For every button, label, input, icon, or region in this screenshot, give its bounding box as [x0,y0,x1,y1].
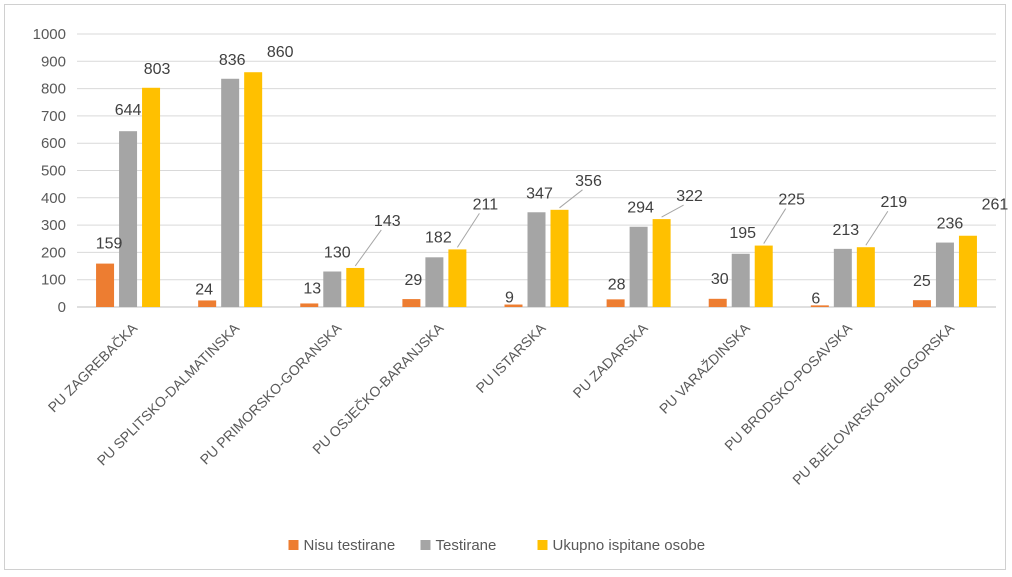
bar [550,209,569,307]
data-label: 182 [425,229,452,246]
data-label: 644 [115,102,142,119]
bar [856,247,875,307]
legend-label: Ukupno ispitane osobe [553,537,706,554]
bar [935,242,954,307]
bar [652,219,671,307]
leader-line [559,189,583,209]
data-label: 211 [473,196,499,213]
bars [96,72,977,307]
bar [504,304,523,307]
data-label: 24 [195,281,213,298]
legend-swatch [288,540,299,550]
y-tick-label: 400 [41,190,66,207]
legend-label: Testirane [436,537,497,554]
y-tick-label: 100 [41,272,66,289]
bar [425,257,444,307]
category-label: PU ISTARSKA [473,319,550,396]
bar [708,298,727,307]
data-label: 30 [711,271,729,288]
y-tick-label: 700 [41,108,66,125]
bar [527,212,546,307]
data-label: 6 [811,290,820,307]
data-label: 261 [982,197,1009,214]
bar [448,249,467,307]
data-label: 803 [144,61,171,78]
data-label: 356 [575,173,602,190]
category-label: PU VARAŽDINSKA [656,319,753,416]
y-axis: 0 100 200 300 400 500 600 700 800 900 1000 [33,26,66,316]
y-tick-label: 800 [41,81,66,98]
leader-line [456,213,480,248]
bar [96,263,115,307]
bar [754,245,773,307]
data-label: 236 [937,216,964,233]
y-tick-label: 900 [41,53,66,70]
bar [221,78,240,307]
bar [731,253,750,307]
legend-label: Nisu testirane [304,537,396,554]
y-tick-label: 0 [58,299,66,316]
bar [606,299,625,307]
bar [629,226,648,307]
data-label: 347 [526,185,553,202]
data-label: 143 [374,213,401,230]
y-tick-label: 500 [41,163,66,180]
bar [912,300,931,307]
leader-line [661,204,684,218]
legend-swatch [420,540,431,550]
leader-line [354,229,382,267]
data-label: 13 [303,280,321,297]
y-tick-label: 200 [41,244,66,261]
legend-swatch [537,540,548,550]
bar [833,248,852,307]
bar [346,267,365,307]
data-label: 159 [96,236,123,253]
data-label: 836 [219,52,246,69]
data-label: 322 [676,188,703,205]
bar [142,87,161,307]
data-label: 28 [608,276,626,293]
data-label: 29 [404,272,422,289]
bar [119,131,138,307]
bar [810,305,829,307]
data-label: 219 [880,194,907,211]
leader-line [865,210,889,246]
bar [244,72,263,307]
data-label: 294 [627,200,654,217]
leader-line [763,208,787,244]
y-tick-label: 1000 [33,26,66,43]
legend: Nisu testirane Testirane Ukupno ispitane o… [288,537,706,554]
bar [402,299,421,307]
data-label: 860 [267,44,294,61]
category-label: PU BJELOVARSKO-BILOGORSKA [789,319,957,487]
data-label: 130 [324,245,351,262]
data-label: 195 [729,225,756,242]
data-label: 9 [505,290,514,307]
y-tick-label: 300 [41,217,66,234]
leader-lines [354,189,889,267]
data-labels: 159 644 803 24 836 860 13 130 143 29 182 211 9 347 356… [96,44,1009,307]
data-label: 213 [832,222,859,239]
data-label: 225 [778,192,805,209]
data-label: 25 [913,273,931,290]
bar [323,271,342,307]
bar [198,300,217,307]
category-label: PU ZAGREBAČKA [45,319,141,415]
bar [300,303,319,307]
bar [958,235,977,307]
y-tick-label: 600 [41,135,66,152]
category-label: PU ZADARSKA [570,319,652,401]
